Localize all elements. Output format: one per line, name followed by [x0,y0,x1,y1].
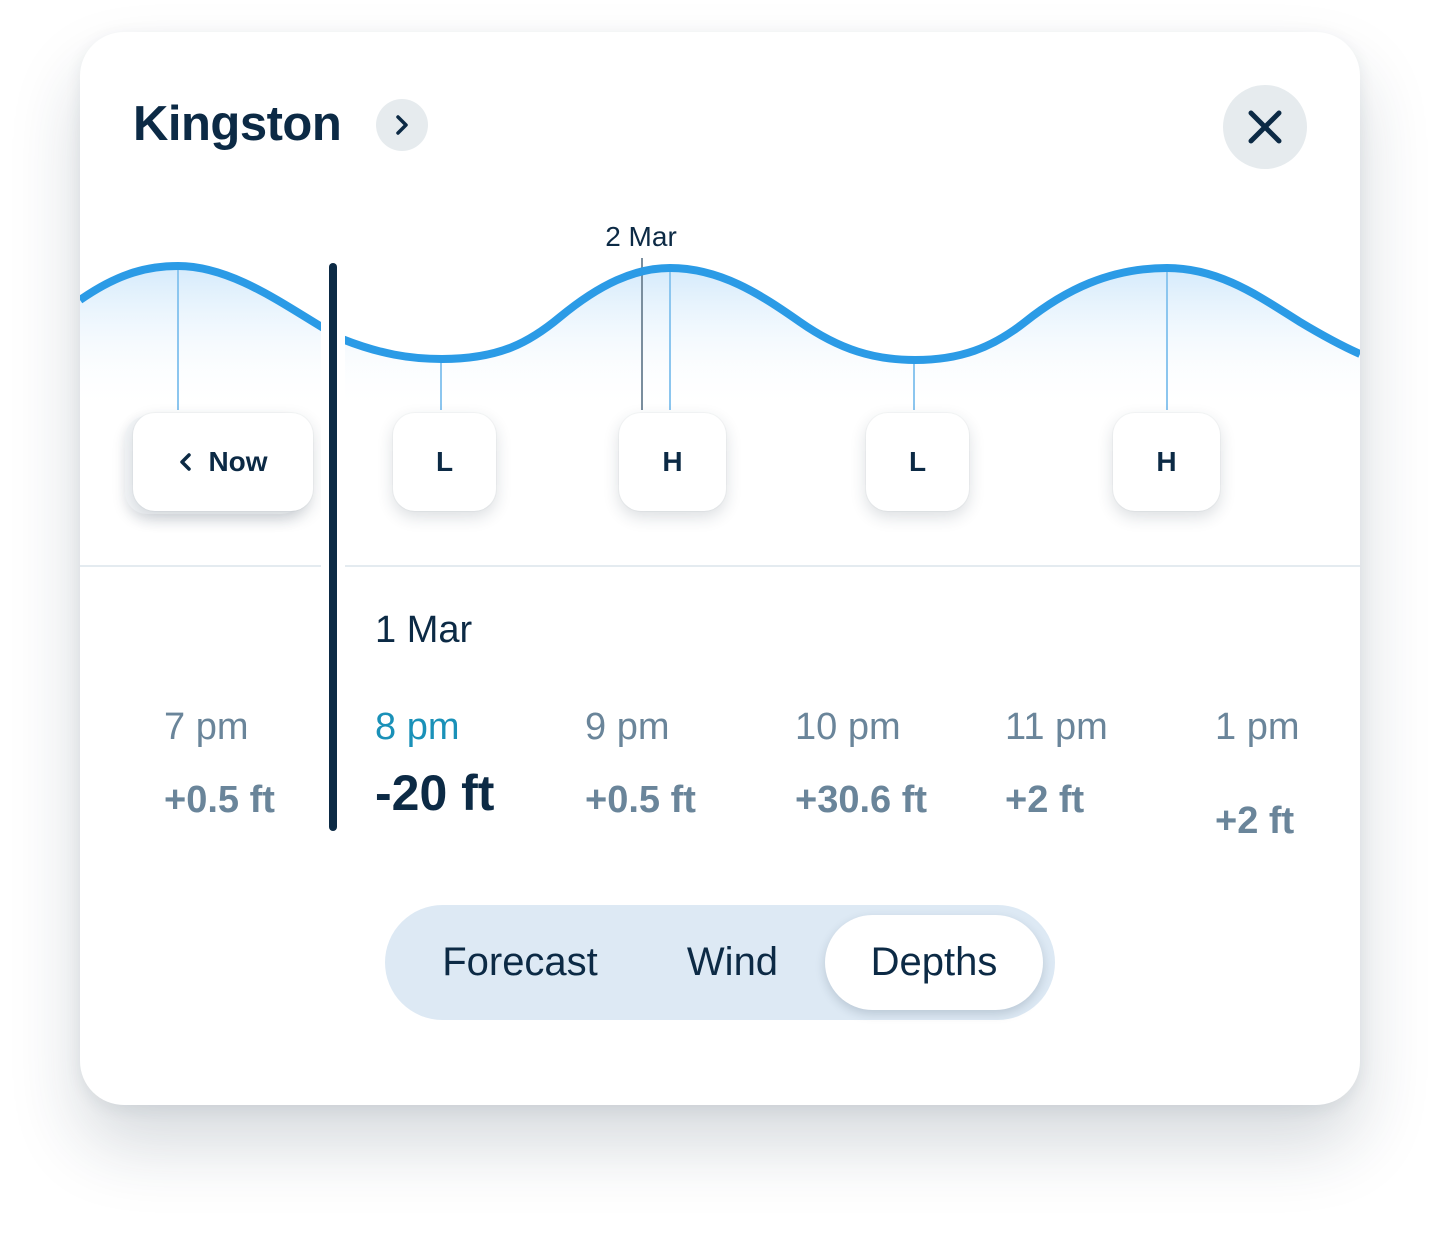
time-slot-active[interactable]: 8 pm -20 ft [375,704,495,821]
chart-date-label: 2 Mar [605,221,677,252]
time-slot-depth: +2 ft [1005,779,1085,821]
tide-card: Kingston 2 Mar Now [80,32,1360,1105]
tab-wind[interactable]: Wind [686,940,779,984]
close-button[interactable] [1223,85,1307,169]
now-label: Now [208,446,268,477]
time-slot-depth: +0.5 ft [164,779,275,821]
tide-marker-high[interactable]: H [619,413,726,511]
location-details-button[interactable] [376,99,428,151]
tide-area [80,266,325,412]
time-slot-depth: +2 ft [1215,800,1295,842]
time-slot-depth: +0.5 ft [585,779,696,821]
close-icon [1248,110,1282,144]
time-slot[interactable]: 10 pm +30.6 ft [795,704,927,823]
time-slot-time: 9 pm [585,706,670,748]
chevron-right-icon [396,115,408,135]
time-slot[interactable]: 9 pm +0.5 ft [585,704,696,823]
tab-forecast[interactable]: Forecast [442,940,598,984]
time-slot-depth: +30.6 ft [795,779,928,821]
view-tabs: Forecast Wind Depths [385,905,1055,1020]
tide-area [342,268,1360,412]
tide-chart[interactable]: 2 Mar [80,32,1360,572]
time-slot[interactable]: 7 pm +0.5 ft [164,704,275,823]
tide-marker-low[interactable]: L [393,413,496,511]
tab-depths[interactable]: Depths [825,915,1043,1010]
time-slot-depth: -20 ft [375,765,495,821]
page-title: Kingston [133,97,342,151]
current-time-indicator[interactable] [329,263,337,831]
timeline-date: 1 Mar [375,609,473,651]
now-button[interactable]: Now [133,413,313,511]
tide-marker-low[interactable]: L [866,413,969,511]
chevron-left-icon [180,453,192,471]
time-slot[interactable]: 1 pm +2 ft [1215,704,1299,844]
time-slot-time: 1 pm [1215,706,1300,748]
time-slot-time: 10 pm [795,706,901,748]
section-divider [80,565,1360,567]
time-slot-time: 8 pm [375,706,460,748]
time-slot[interactable]: 11 pm +2 ft [1005,704,1108,823]
time-slot-time: 11 pm [1005,706,1108,748]
tide-curve [340,263,1360,365]
tide-marker-high[interactable]: H [1113,413,1220,511]
tide-curve [80,261,328,333]
time-slot-time: 7 pm [164,706,249,748]
